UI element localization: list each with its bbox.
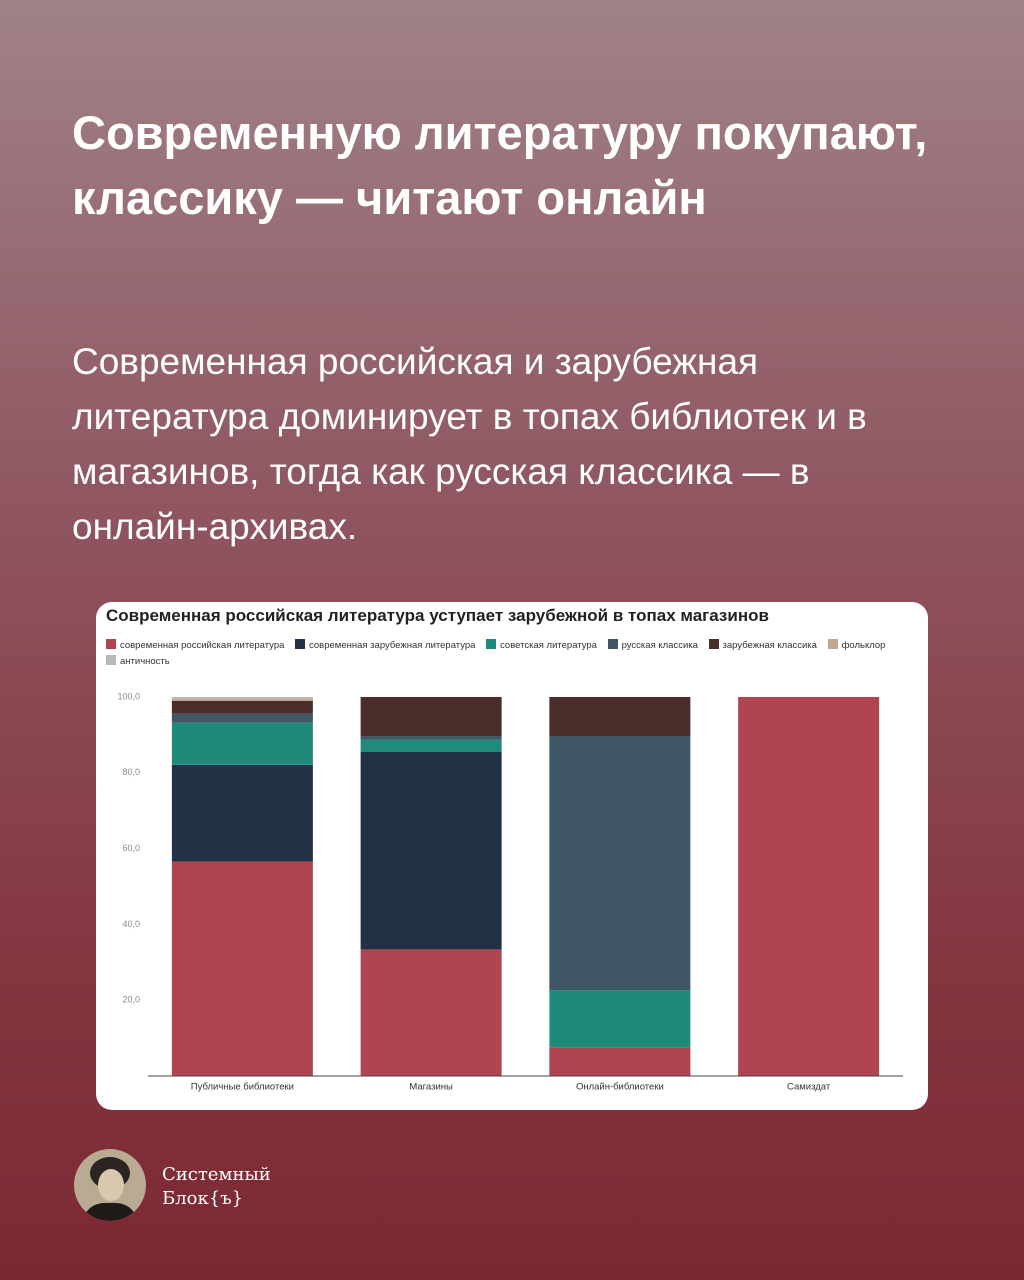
x-tick-label: Магазины (409, 1082, 453, 1093)
bar-segment (171, 861, 313, 1076)
subtitle: Современная российская и зарубежная лите… (72, 341, 867, 547)
legend-item: советская литература (486, 639, 600, 651)
bar-segment (171, 700, 313, 714)
legend-swatch (486, 639, 497, 649)
bar-segment (549, 990, 691, 1048)
chart-card: Современная российская литература уступа… (96, 602, 928, 1110)
brand: Системный Блок{ъ} (162, 1163, 271, 1211)
bar-segment (360, 697, 502, 737)
bar-segment (549, 1047, 691, 1076)
brand-line: Блок{ъ} (162, 1188, 244, 1209)
legend-item: современная зарубежная литература (295, 639, 478, 651)
bar-segment (549, 697, 691, 737)
legend-swatch (827, 639, 838, 649)
legend-item: фольклор (827, 639, 886, 651)
legend-swatch (295, 639, 306, 649)
legend-item: русская классика (607, 639, 701, 651)
y-tick-label: 80,0 (122, 767, 140, 777)
brand-line: Системный (162, 1164, 271, 1185)
legend-label: фольклор (841, 640, 886, 651)
bar-segment (360, 739, 502, 752)
chart-title: Современная российская литература уступа… (106, 606, 769, 625)
y-tick-label: 60,0 (122, 843, 140, 853)
bar-segment (171, 764, 313, 862)
legend-swatch (708, 639, 719, 649)
bar-segment (738, 697, 880, 1076)
bar-segment (171, 722, 313, 765)
legend-label: античность (120, 656, 170, 667)
x-tick-label: Самиздат (787, 1082, 831, 1093)
legend-swatch (106, 655, 116, 665)
legend-item: зарубежная классика (708, 639, 820, 651)
headline: Современную литературу покупают, классик… (72, 106, 928, 224)
legend-label: современная зарубежная литература (309, 640, 476, 651)
bar-segment (549, 736, 691, 991)
legend-swatch (607, 639, 618, 649)
legend: современная российская литература соврем… (106, 638, 906, 670)
x-tick-label: Публичные библиотеки (191, 1082, 294, 1093)
bar-segment (360, 736, 502, 740)
legend-swatch (106, 639, 116, 649)
legend-label: зарубежная классика (722, 640, 817, 651)
legend-item: современная российская литература (106, 639, 287, 651)
x-tick-label: Онлайн-библиотеки (576, 1082, 664, 1093)
bar-segment (171, 698, 313, 701)
bar-segment (171, 713, 313, 723)
legend-label: русская классика (621, 640, 698, 651)
avatar (74, 1149, 146, 1221)
y-tick-label: 100,0 (117, 691, 140, 701)
y-tick-label: 20,0 (122, 995, 140, 1005)
bar-segment (171, 697, 313, 699)
bar-segment (360, 751, 502, 950)
y-tick-label: 40,0 (122, 919, 140, 929)
legend-label: советская литература (500, 640, 597, 651)
chart: 20,0 40,0 60,0 80,0 100,0 Публичные библиотек… (117, 691, 903, 1093)
legend-label: современная российская литература (120, 640, 285, 651)
legend-item: античность (106, 655, 170, 667)
bar-segment (360, 949, 502, 1076)
